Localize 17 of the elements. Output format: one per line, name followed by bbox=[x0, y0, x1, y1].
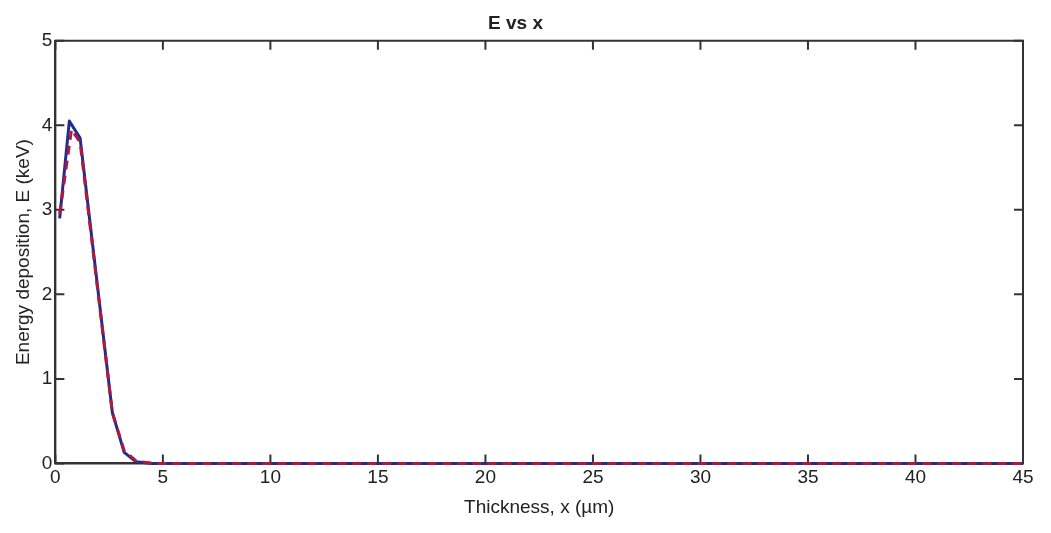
x-tick-label: 35 bbox=[797, 466, 819, 488]
x-tick-label: 25 bbox=[582, 466, 604, 488]
y-axis-title: Energy deposition, E (keV) bbox=[11, 139, 33, 366]
x-tick-label: 40 bbox=[904, 466, 927, 488]
y-tick-label: 4 bbox=[41, 113, 53, 135]
y-tick-label: 3 bbox=[41, 198, 53, 220]
x-tick-label: 20 bbox=[474, 466, 496, 488]
x-tick-label: 45 bbox=[1012, 466, 1034, 488]
x-tick-label: 30 bbox=[689, 466, 712, 488]
y-tick-label: 2 bbox=[41, 282, 53, 304]
x-tick-label: 15 bbox=[367, 466, 389, 488]
x-tick-label: 10 bbox=[259, 466, 281, 488]
x-axis-title: Thickness, x (µm) bbox=[464, 495, 615, 517]
y-tick-label: 5 bbox=[41, 29, 53, 51]
x-tick-label: 5 bbox=[157, 466, 169, 488]
chart-title: E vs x bbox=[488, 11, 544, 33]
y-tick-label: 1 bbox=[41, 367, 53, 389]
